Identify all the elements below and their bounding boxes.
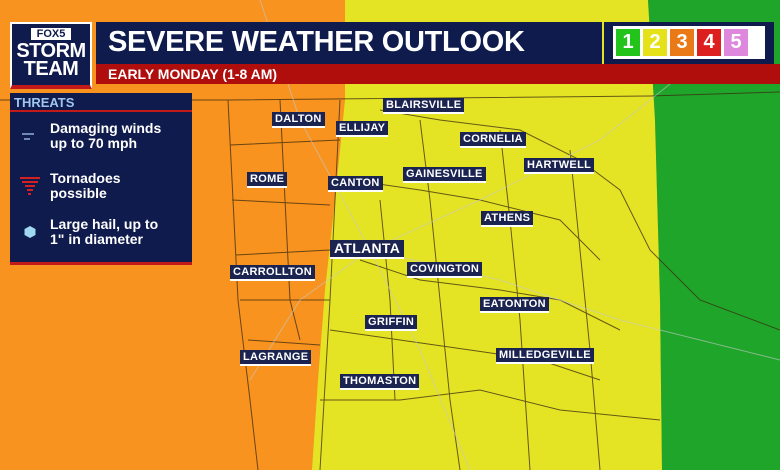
city-label-eatonton: EATONTON <box>480 297 549 313</box>
city-label-covington: COVINGTON <box>407 262 483 278</box>
risk-level-2: 2 <box>643 29 667 56</box>
threat-text: possible <box>50 185 107 201</box>
city-label-dalton: DALTON <box>272 112 325 128</box>
city-label-gainesville: GAINESVILLE <box>403 167 486 183</box>
threats-heading: THREATS <box>10 93 192 112</box>
risk-level-3: 3 <box>670 29 694 56</box>
threat-text: Tornadoes <box>50 170 121 186</box>
city-label-cornelia: CORNELIA <box>460 132 526 148</box>
city-label-lagrange: LAGRANGE <box>240 350 312 366</box>
risk-level-1: 1 <box>616 29 640 56</box>
city-label-ellijay: ELLIJAY <box>336 121 389 137</box>
city-label-blairsville: BLAIRSVILLE <box>383 98 465 114</box>
threat-item-winds: Damaging winds up to 70 mph <box>10 121 161 151</box>
threat-text: 1" in diameter <box>50 231 144 247</box>
threat-item-tornado: Tornadoes possible <box>10 171 121 201</box>
logo-line2: TEAM <box>23 58 79 80</box>
hail-icon <box>10 225 50 239</box>
city-label-atlanta: ATLANTA <box>330 240 405 259</box>
city-label-canton: CANTON <box>328 176 383 192</box>
logo-brand: FOX5 <box>30 28 72 40</box>
city-label-carrollton: CARROLLTON <box>230 265 315 281</box>
risk-level-4: 4 <box>697 29 721 56</box>
city-label-rome: ROME <box>247 172 288 188</box>
tornado-icon <box>10 175 50 197</box>
city-label-athens: ATHENS <box>481 211 534 227</box>
threats-panel: THREATS Damaging winds up to 70 mph Torna… <box>10 93 192 265</box>
city-label-thomaston: THOMASTON <box>340 374 420 390</box>
fox5-storm-team-logo: FOX5 STORM TEAM <box>10 22 92 89</box>
city-label-milledgeville: MILLEDGEVILLE <box>496 348 594 364</box>
time-period-subtitle: EARLY MONDAY (1-8 AM) <box>96 64 780 84</box>
threat-text: Damaging winds <box>50 120 162 136</box>
risk-zone-marginal <box>648 0 780 470</box>
logo-line1: STORM <box>16 40 86 62</box>
threat-item-hail: Large hail, up to 1" in diameter <box>10 217 158 247</box>
page-title: SEVERE WEATHER OUTLOOK <box>96 22 602 64</box>
risk-level-5: 5 <box>724 29 748 56</box>
city-label-griffin: GRIFFIN <box>365 315 418 331</box>
wind-icon <box>10 129 50 143</box>
threat-text: Large hail, up to <box>50 216 159 232</box>
threat-text: up to 70 mph <box>50 135 138 151</box>
city-label-hartwell: HARTWELL <box>524 158 595 174</box>
